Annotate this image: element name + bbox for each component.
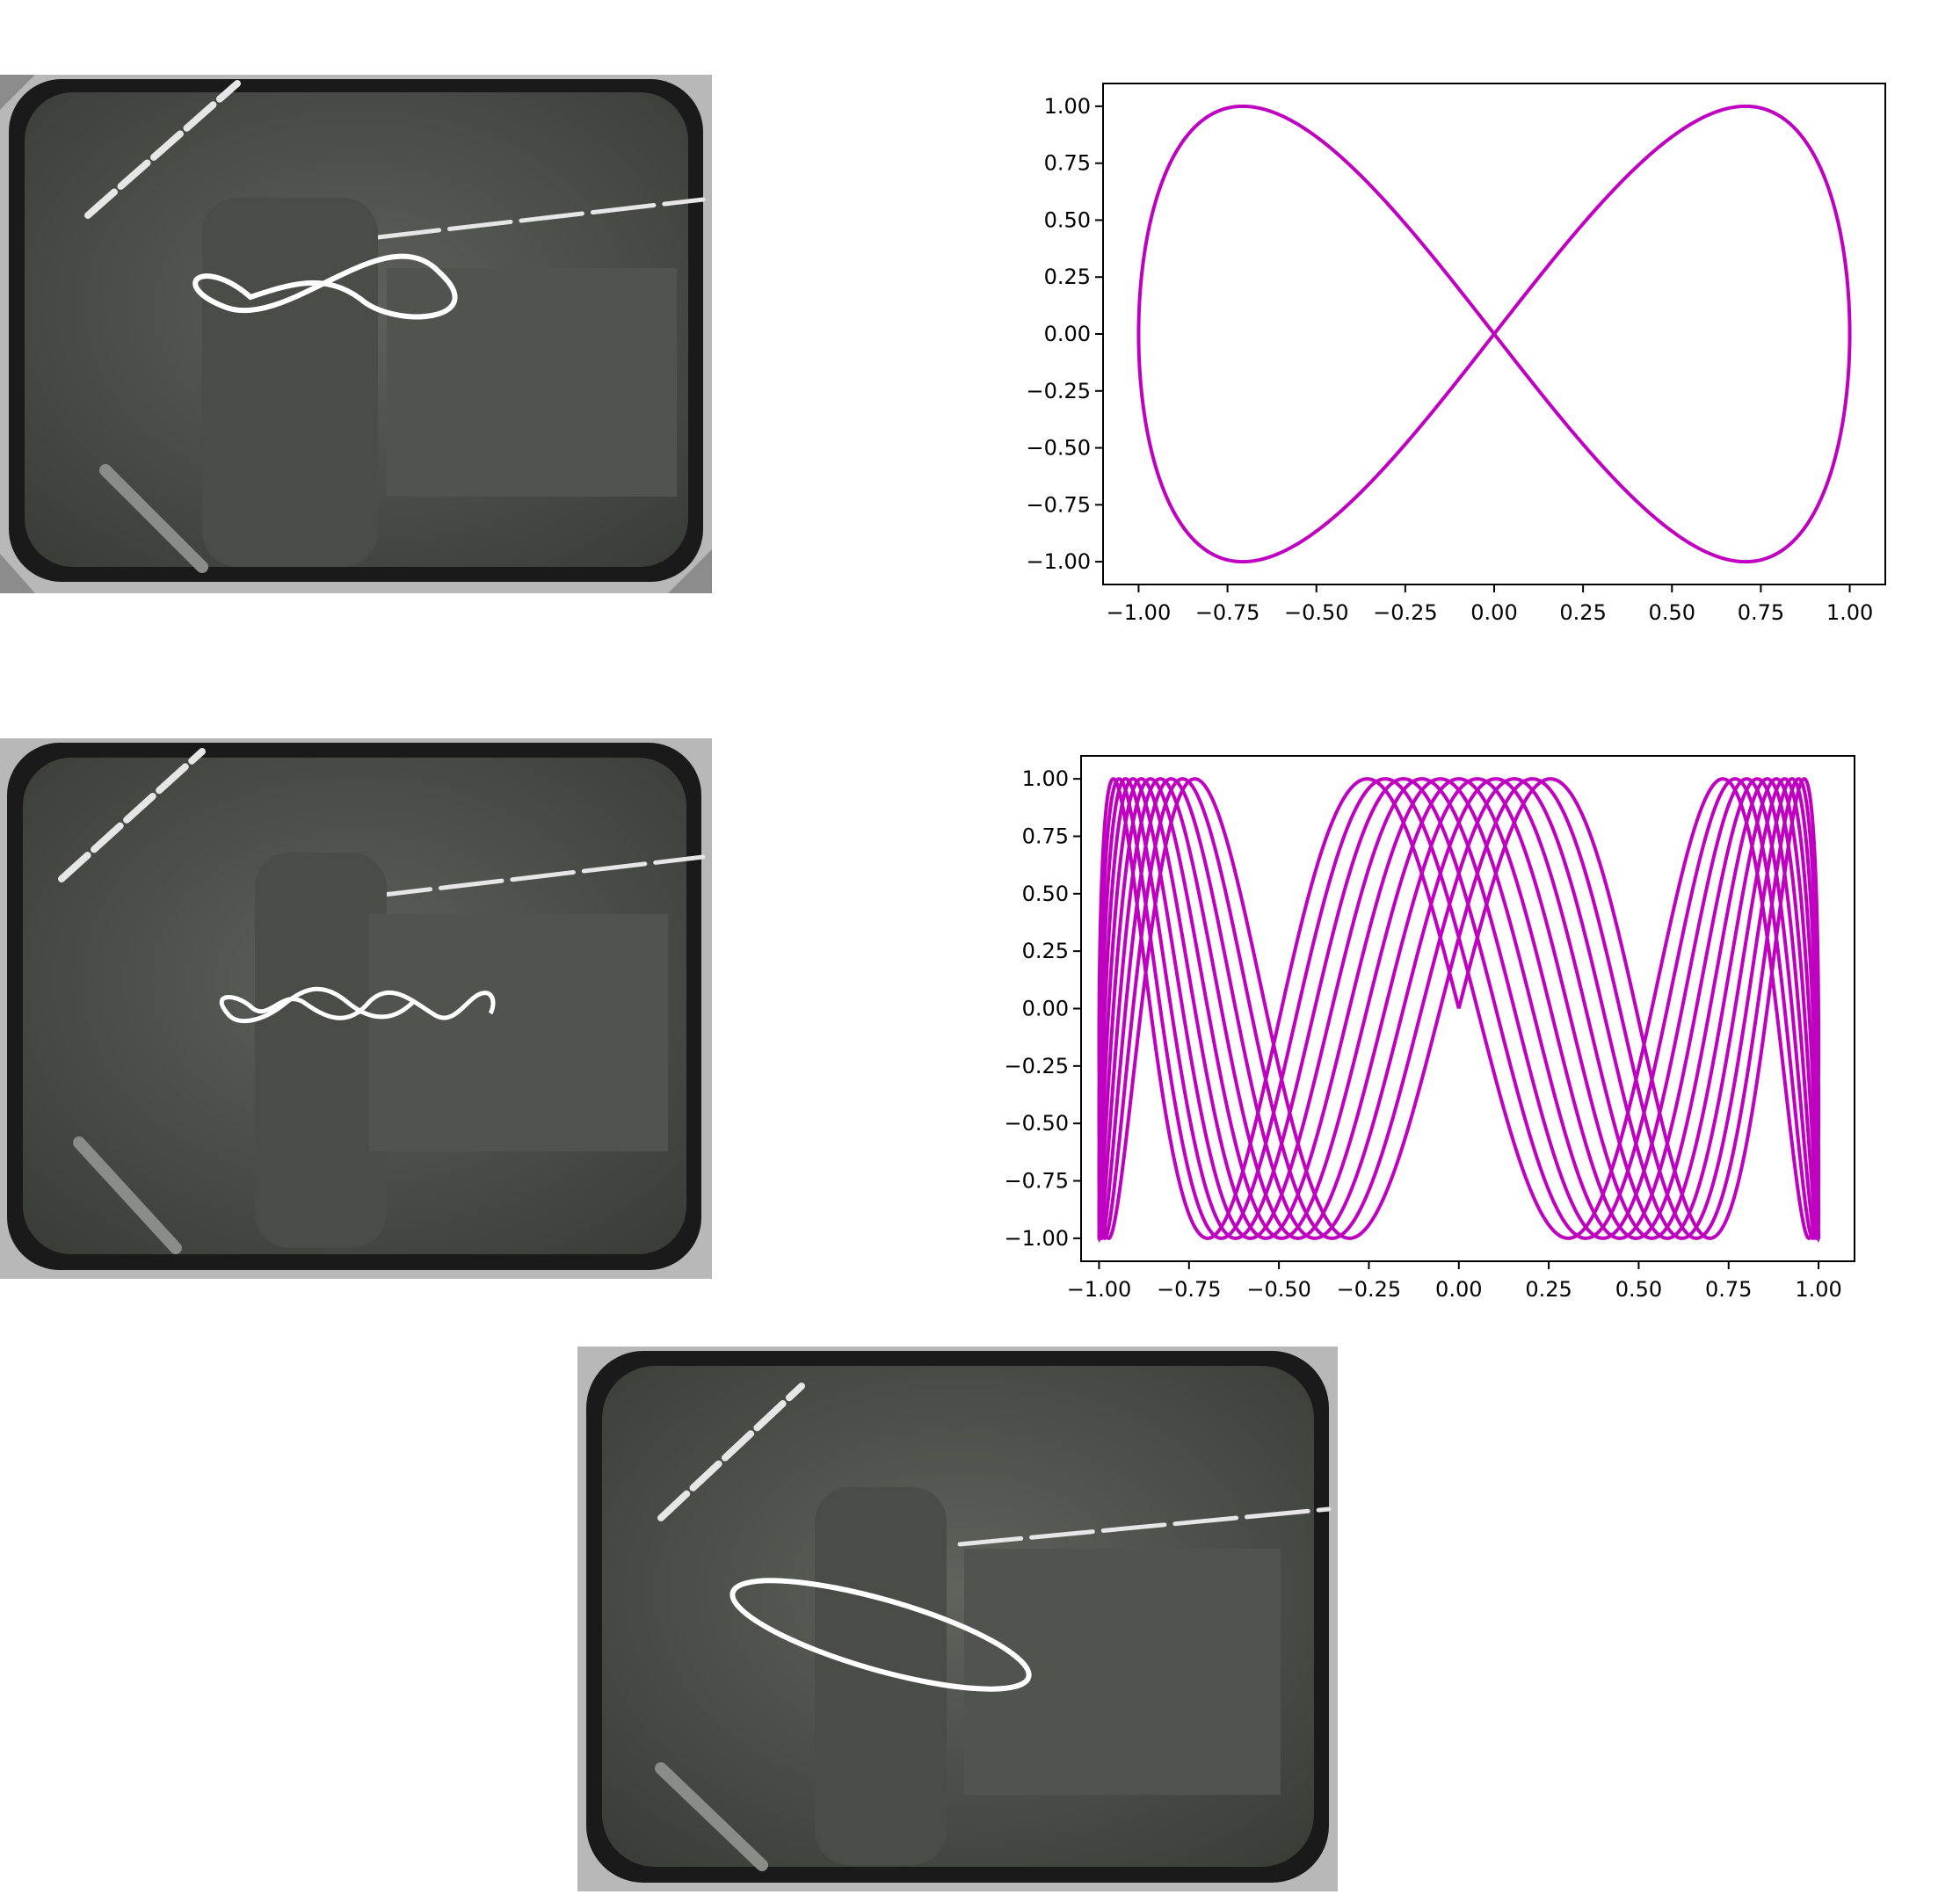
- x-tick-label: 0.00: [1470, 600, 1517, 625]
- lissajous-chart-figure-eight: −1.00 −0.75 −0.50 −0.25 0.00 0.25 0.50 0.75 1.00…: [1026, 83, 1886, 625]
- y-tick-label: 1.00: [1022, 766, 1069, 791]
- x-tick-label: −0.75: [1195, 600, 1260, 625]
- y-tick-label: −0.75: [1004, 1169, 1069, 1194]
- x-tick-label: −0.75: [1157, 1277, 1222, 1302]
- y-tick-label: −1.00: [1004, 1226, 1069, 1251]
- lissajous-curve: [1097, 777, 1821, 1243]
- y-tick-label: −0.50: [1026, 436, 1091, 461]
- y-tick-label: 0.50: [1044, 207, 1091, 232]
- crt-photo-figure-eight: [0, 75, 712, 593]
- x-tick-label: 1.00: [1826, 600, 1873, 625]
- crt-trace-wave: [219, 986, 496, 1024]
- x-tick-label: 0.75: [1705, 1277, 1752, 1302]
- lissajous-chart-dense: −1.00 −0.75 −0.50 −0.25 0.00 0.25 0.50 0.75 1.00…: [1004, 755, 1855, 1302]
- y-tick-label: −0.25: [1004, 1054, 1069, 1078]
- x-tick-label: 0.50: [1615, 1277, 1662, 1302]
- screen-reflections: [58, 748, 706, 1254]
- x-tick-label: 0.75: [1738, 600, 1784, 625]
- x-tick-label: 1.00: [1795, 1277, 1841, 1302]
- x-tick-label: −0.25: [1337, 1277, 1402, 1302]
- y-tick-label: 0.75: [1022, 824, 1069, 848]
- screen-reflections: [655, 1383, 1332, 1871]
- y-tick-label: 0.50: [1022, 882, 1069, 906]
- x-tick-label: −1.00: [1107, 600, 1172, 625]
- lissajous-curve: [1136, 104, 1852, 564]
- x-tick-label: 0.25: [1559, 600, 1606, 625]
- x-tick-label: 0.50: [1649, 600, 1695, 625]
- crt-trace-figure-eight: [192, 253, 458, 320]
- x-tick-label: −1.00: [1067, 1277, 1132, 1302]
- y-tick-label: 0.75: [1044, 151, 1091, 176]
- y-tick-label: 1.00: [1044, 94, 1091, 119]
- y-tick-label: −0.50: [1004, 1111, 1069, 1136]
- screen-reflections: [84, 80, 706, 573]
- x-tick-label: 0.25: [1525, 1277, 1572, 1302]
- y-tick-label: 0.25: [1022, 939, 1069, 963]
- y-tick-label: −0.75: [1026, 492, 1091, 517]
- crt-trace-ellipse: [730, 1578, 1032, 1692]
- y-tick-label: −1.00: [1026, 549, 1091, 574]
- crt-photo-ellipse: [577, 1347, 1338, 1891]
- crt-photo-wave: [0, 738, 712, 1279]
- y-tick-label: −0.25: [1026, 379, 1091, 403]
- x-tick-label: −0.50: [1246, 1277, 1311, 1302]
- background-reflection-shapes: [815, 1487, 1281, 1865]
- x-tick-label: −0.25: [1373, 600, 1438, 625]
- y-tick-label: 0.00: [1022, 997, 1069, 1021]
- background-reflection-shapes: [255, 853, 668, 1248]
- y-tick-label: 0.25: [1044, 265, 1091, 289]
- background-reflection-shapes: [202, 198, 677, 567]
- x-tick-label: −0.50: [1284, 600, 1349, 625]
- x-tick-label: 0.00: [1435, 1277, 1482, 1302]
- y-tick-label: 0.00: [1044, 322, 1091, 346]
